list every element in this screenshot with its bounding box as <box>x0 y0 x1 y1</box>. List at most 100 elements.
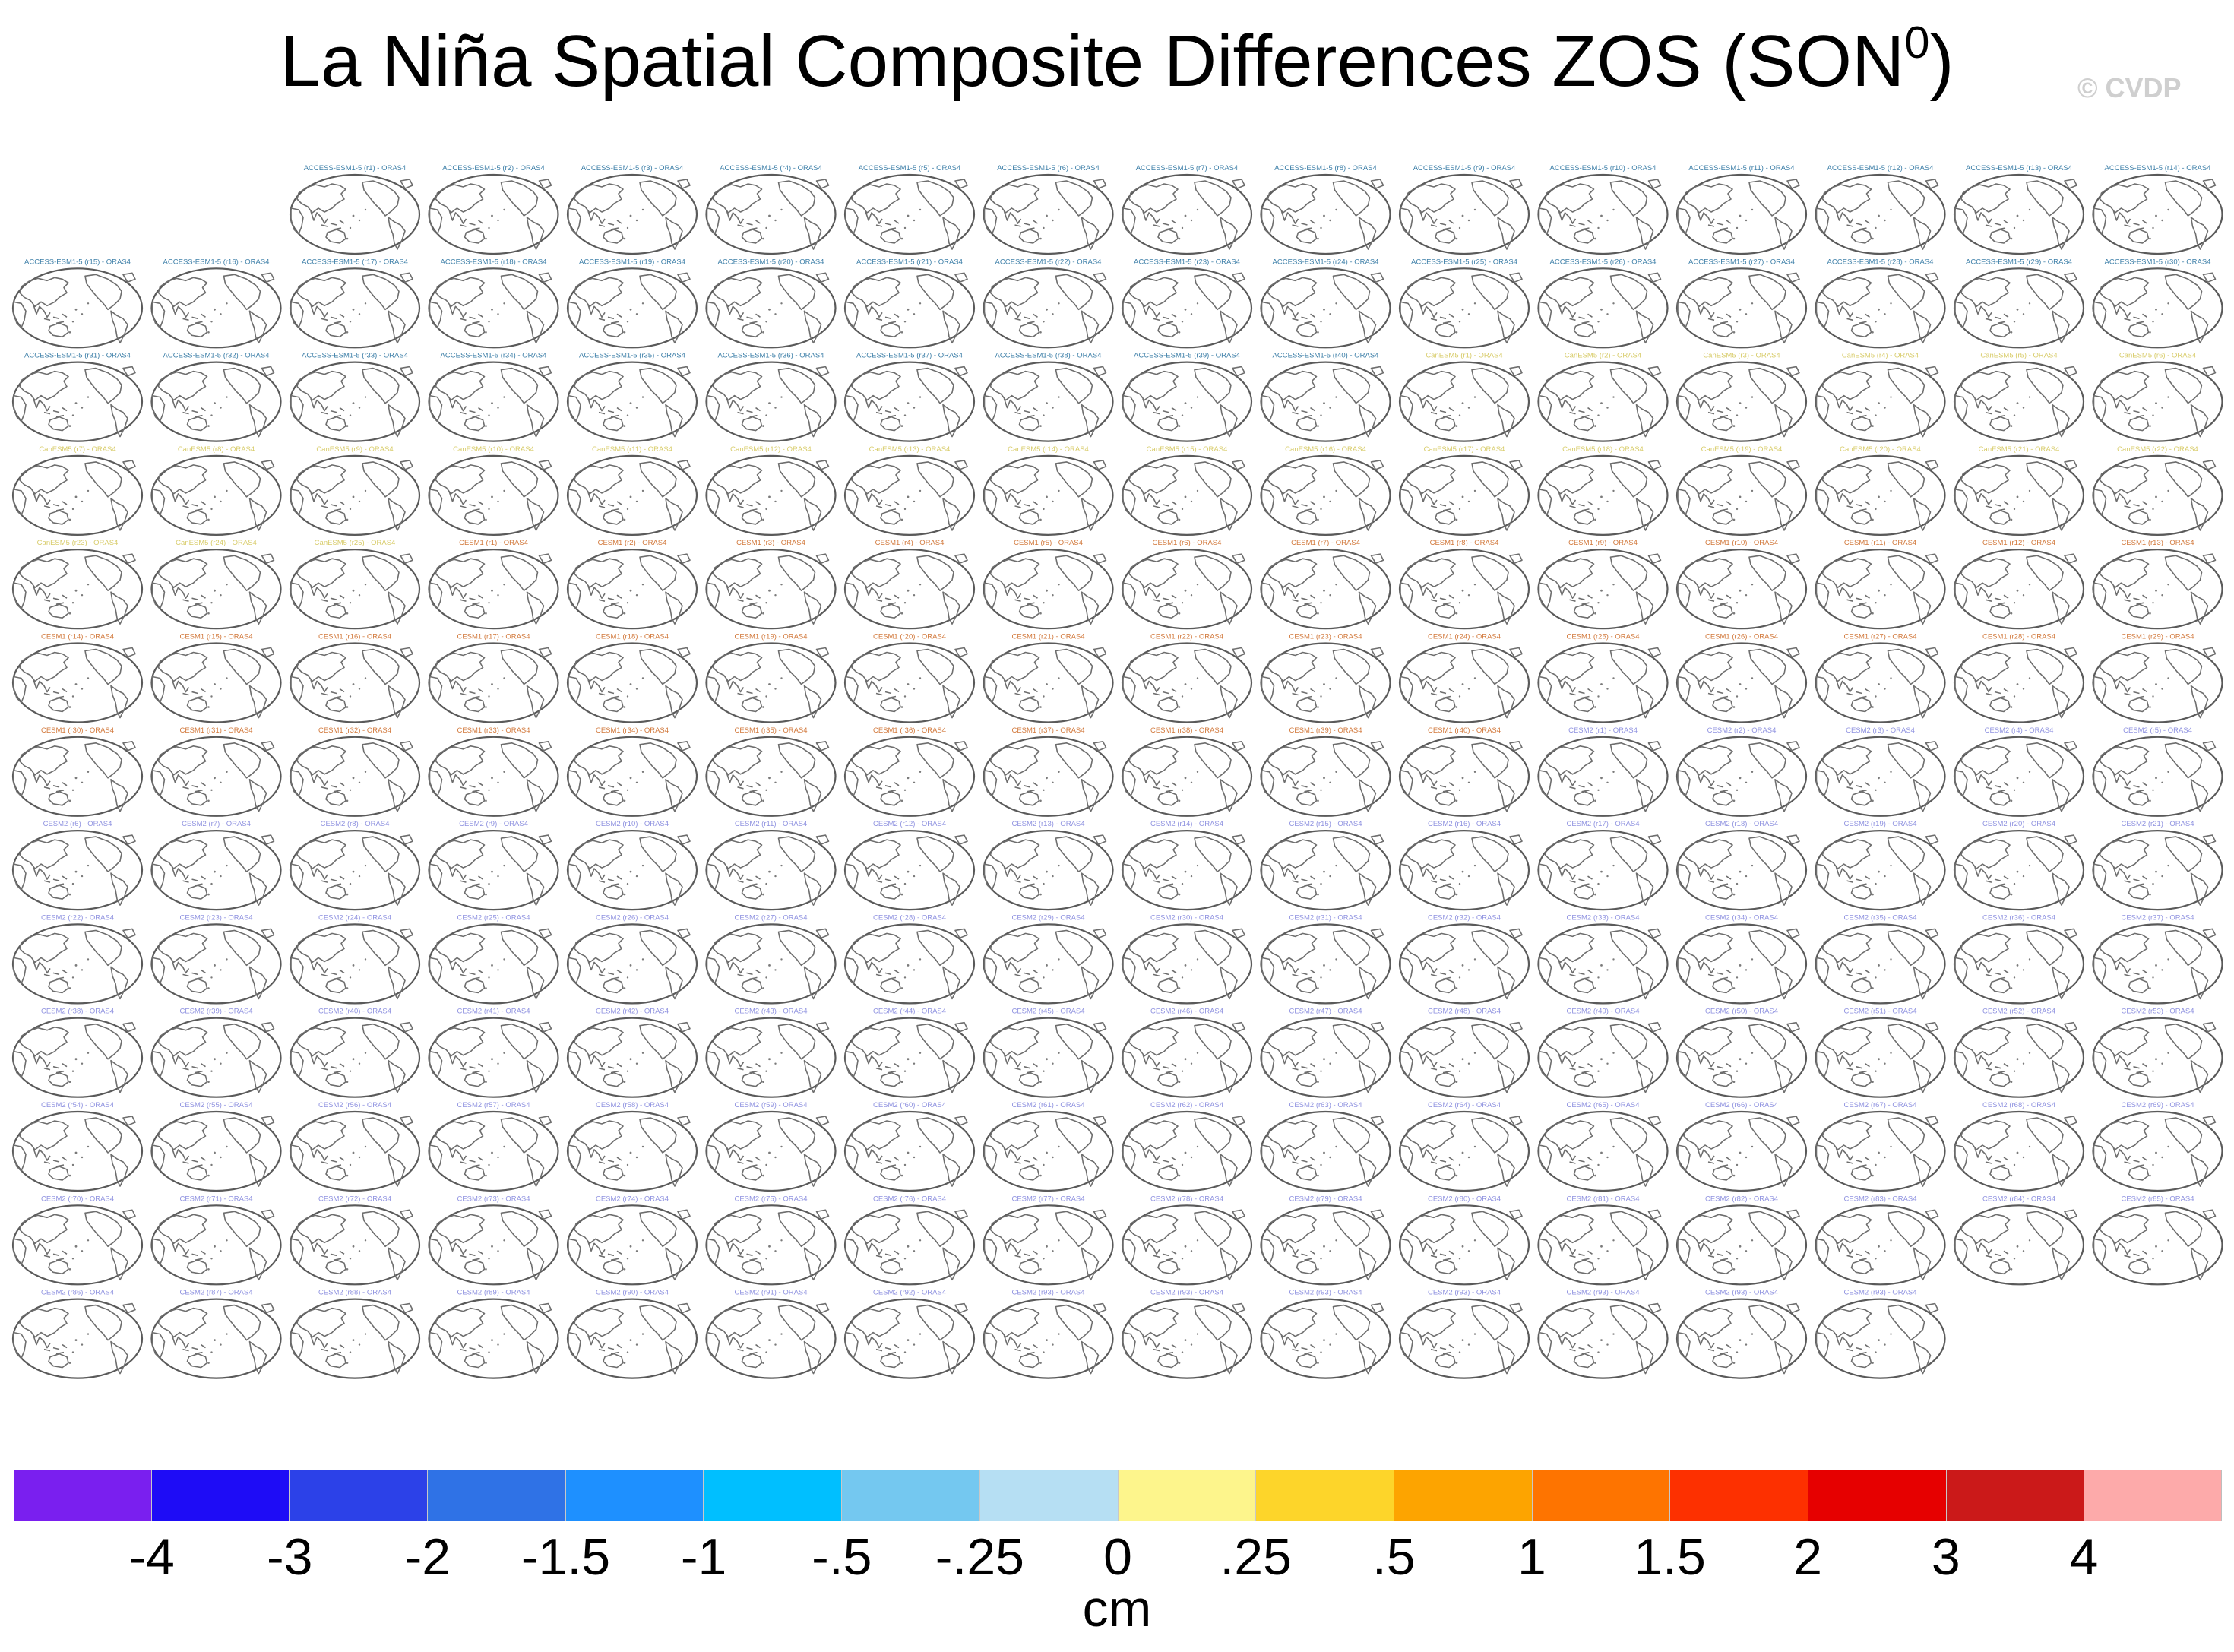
panel-title: ACCESS-ESM1-5 (r1) - ORAS4 <box>304 164 407 172</box>
world-map <box>289 923 421 1005</box>
map-panel: ACCESS-ESM1-5 (r7) - ORAS4 <box>1121 164 1253 255</box>
map-panel: CESM2 (r8) - ORAS4 <box>289 820 421 911</box>
panel-title: CESM1 (r32) - ORAS4 <box>318 726 391 735</box>
map-panel: ACCESS-ESM1-5 (r28) - ORAS4 <box>1815 258 1946 349</box>
world-map <box>150 642 282 723</box>
map-panel: CESM1 (r3) - ORAS4 <box>705 539 837 630</box>
map-panel: CanESM5 (r16) - ORAS4 <box>1260 445 1391 536</box>
panel-title: CESM2 (r29) - ORAS4 <box>1011 913 1084 922</box>
panel-title: ACCESS-ESM1-5 (r17) - ORAS4 <box>302 258 408 266</box>
world-map <box>289 549 421 630</box>
map-panel: CESM2 (r74) - ORAS4 <box>566 1195 698 1286</box>
world-map <box>1815 736 1946 817</box>
map-panel: CESM1 (r29) - ORAS4 <box>2092 633 2223 723</box>
map-panel: CESM1 (r8) - ORAS4 <box>1398 539 1530 630</box>
panel-title: CESM2 (r80) - ORAS4 <box>1428 1195 1501 1203</box>
panel-title: CESM2 (r93) - ORAS4 <box>1289 1289 1362 1297</box>
panel-title: CESM2 (r6) - ORAS4 <box>43 820 112 828</box>
world-map <box>1398 1017 1530 1098</box>
world-map <box>1398 1298 1530 1379</box>
map-panel: CESM2 (r71) - ORAS4 <box>150 1195 282 1286</box>
map-panel: CESM1 (r13) - ORAS4 <box>2092 539 2223 630</box>
map-panel: CESM2 (r93) - ORAS4 <box>1676 1289 1808 1379</box>
map-panel: CESM2 (r93) - ORAS4 <box>983 1289 1114 1379</box>
world-map <box>1815 642 1946 723</box>
map-panel: CESM2 (r56) - ORAS4 <box>289 1101 421 1192</box>
panel-title: CESM2 (r70) - ORAS4 <box>41 1195 114 1203</box>
map-panel: CanESM5 (r5) - ORAS4 <box>1953 352 2085 442</box>
panel-title: CESM1 (r36) - ORAS4 <box>873 726 946 735</box>
world-map <box>428 549 559 630</box>
world-map <box>428 736 559 817</box>
panel-title: CESM2 (r19) - ORAS4 <box>1843 820 1916 828</box>
world-map <box>1398 1110 1530 1192</box>
map-panel: CESM1 (r38) - ORAS4 <box>1121 726 1253 817</box>
world-map <box>566 829 698 911</box>
map-panel: CESM2 (r18) - ORAS4 <box>1676 820 1808 911</box>
map-panel: CESM1 (r12) - ORAS4 <box>1953 539 2085 630</box>
world-map <box>2092 361 2223 442</box>
world-map <box>1398 736 1530 817</box>
map-panel: CESM2 (r72) - ORAS4 <box>289 1195 421 1286</box>
panel-title: CanESM5 (r20) - ORAS4 <box>1840 445 1921 454</box>
panel-title: CESM1 (r28) - ORAS4 <box>1982 633 2055 641</box>
panel-title: CESM1 (r7) - ORAS4 <box>1291 539 1360 547</box>
panel-title: CESM1 (r12) - ORAS4 <box>1982 539 2055 547</box>
panel-title: CanESM5 (r10) - ORAS4 <box>453 445 534 454</box>
panel-title: CESM1 (r31) - ORAS4 <box>179 726 252 735</box>
world-map <box>150 454 282 536</box>
map-panel: CESM2 (r37) - ORAS4 <box>2092 913 2223 1005</box>
map-panel: CESM2 (r81) - ORAS4 <box>1537 1195 1669 1286</box>
map-panel: ACCESS-ESM1-5 (r30) - ORAS4 <box>2092 258 2223 349</box>
world-map <box>1537 1204 1669 1286</box>
world-map <box>1953 736 2085 817</box>
map-panel: CanESM5 (r7) - ORAS4 <box>11 445 144 536</box>
map-panel: ACCESS-ESM1-5 (r32) - ORAS4 <box>150 352 282 442</box>
world-map <box>1676 173 1808 255</box>
panel-title: ACCESS-ESM1-5 (r9) - ORAS4 <box>1413 164 1516 172</box>
panel-title: CESM1 (r39) - ORAS4 <box>1289 726 1362 735</box>
panel-title: CESM1 (r14) - ORAS4 <box>41 633 114 641</box>
world-map <box>843 361 976 442</box>
map-panel: ACCESS-ESM1-5 (r11) - ORAS4 <box>1676 164 1808 255</box>
panel-title: ACCESS-ESM1-5 (r21) - ORAS4 <box>856 258 963 266</box>
panel-title: CESM2 (r66) - ORAS4 <box>1705 1101 1778 1109</box>
map-panel: CESM1 (r19) - ORAS4 <box>705 633 837 723</box>
panel-title: CESM2 (r67) - ORAS4 <box>1843 1101 1916 1109</box>
world-map <box>843 923 976 1005</box>
panel-title: CESM2 (r28) - ORAS4 <box>873 913 946 922</box>
map-panel: CESM2 (r14) - ORAS4 <box>1121 820 1253 911</box>
map-panel: CanESM5 (r24) - ORAS4 <box>150 539 282 630</box>
panel-title: CESM1 (r29) - ORAS4 <box>2121 633 2194 641</box>
panel-title: CESM2 (r52) - ORAS4 <box>1982 1008 2055 1016</box>
world-map <box>1121 1017 1253 1098</box>
map-panel: CESM2 (r40) - ORAS4 <box>289 1008 421 1098</box>
colorbar-swatch <box>1532 1470 1671 1521</box>
panel-title: ACCESS-ESM1-5 (r11) - ORAS4 <box>1688 164 1794 172</box>
map-panel: CanESM5 (r2) - ORAS4 <box>1537 352 1669 442</box>
colorbar-swatch <box>151 1470 290 1521</box>
world-map <box>1953 267 2085 349</box>
map-panel: CESM2 (r51) - ORAS4 <box>1815 1008 1946 1098</box>
map-panel: CESM2 (r79) - ORAS4 <box>1260 1195 1391 1286</box>
world-map <box>843 549 976 630</box>
map-panel: ACCESS-ESM1-5 (r8) - ORAS4 <box>1260 164 1391 255</box>
panel-title: CESM2 (r2) - ORAS4 <box>1707 726 1777 735</box>
panel-title: CESM2 (r72) - ORAS4 <box>318 1195 391 1203</box>
map-panel: CESM2 (r93) - ORAS4 <box>1260 1289 1391 1379</box>
map-panel: CESM2 (r28) - ORAS4 <box>843 913 976 1005</box>
world-map <box>983 173 1114 255</box>
world-map <box>2092 454 2223 536</box>
panel-title: CESM2 (r83) - ORAS4 <box>1843 1195 1916 1203</box>
map-panel: CESM2 (r57) - ORAS4 <box>428 1101 559 1192</box>
panel-title: CESM2 (r50) - ORAS4 <box>1705 1008 1778 1016</box>
map-panel: CESM2 (r85) - ORAS4 <box>2092 1195 2223 1286</box>
panel-title: CESM2 (r88) - ORAS4 <box>318 1289 391 1297</box>
world-map <box>983 829 1114 911</box>
world-map <box>428 1298 559 1379</box>
panel-title: ACCESS-ESM1-5 (r13) - ORAS4 <box>1966 164 2072 172</box>
map-panel: CESM1 (r26) - ORAS4 <box>1676 633 1808 723</box>
world-map <box>705 829 837 911</box>
map-panel: CESM2 (r20) - ORAS4 <box>1953 820 2085 911</box>
world-map <box>983 642 1114 723</box>
